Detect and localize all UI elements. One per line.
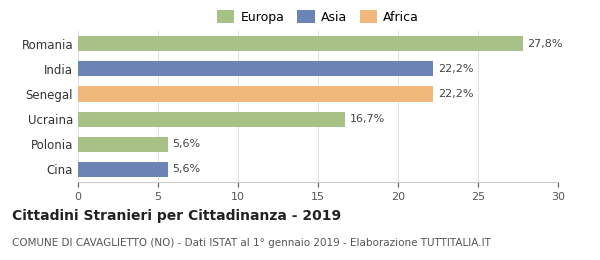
Bar [78, 87, 433, 102]
Text: 5,6%: 5,6% [172, 164, 200, 174]
Bar [78, 61, 433, 76]
Text: 22,2%: 22,2% [438, 64, 473, 74]
Text: 5,6%: 5,6% [172, 139, 200, 149]
Text: COMUNE DI CAVAGLIETTO (NO) - Dati ISTAT al 1° gennaio 2019 - Elaborazione TUTTIT: COMUNE DI CAVAGLIETTO (NO) - Dati ISTAT … [12, 238, 491, 248]
Text: 27,8%: 27,8% [527, 39, 563, 49]
Text: 16,7%: 16,7% [350, 114, 385, 124]
Text: Cittadini Stranieri per Cittadinanza - 2019: Cittadini Stranieri per Cittadinanza - 2… [12, 209, 341, 223]
Bar [78, 162, 167, 177]
Text: 22,2%: 22,2% [438, 89, 473, 99]
Bar [78, 137, 167, 152]
Bar [78, 36, 523, 51]
Legend: Europa, Asia, Africa: Europa, Asia, Africa [214, 8, 422, 26]
Bar [78, 112, 345, 127]
